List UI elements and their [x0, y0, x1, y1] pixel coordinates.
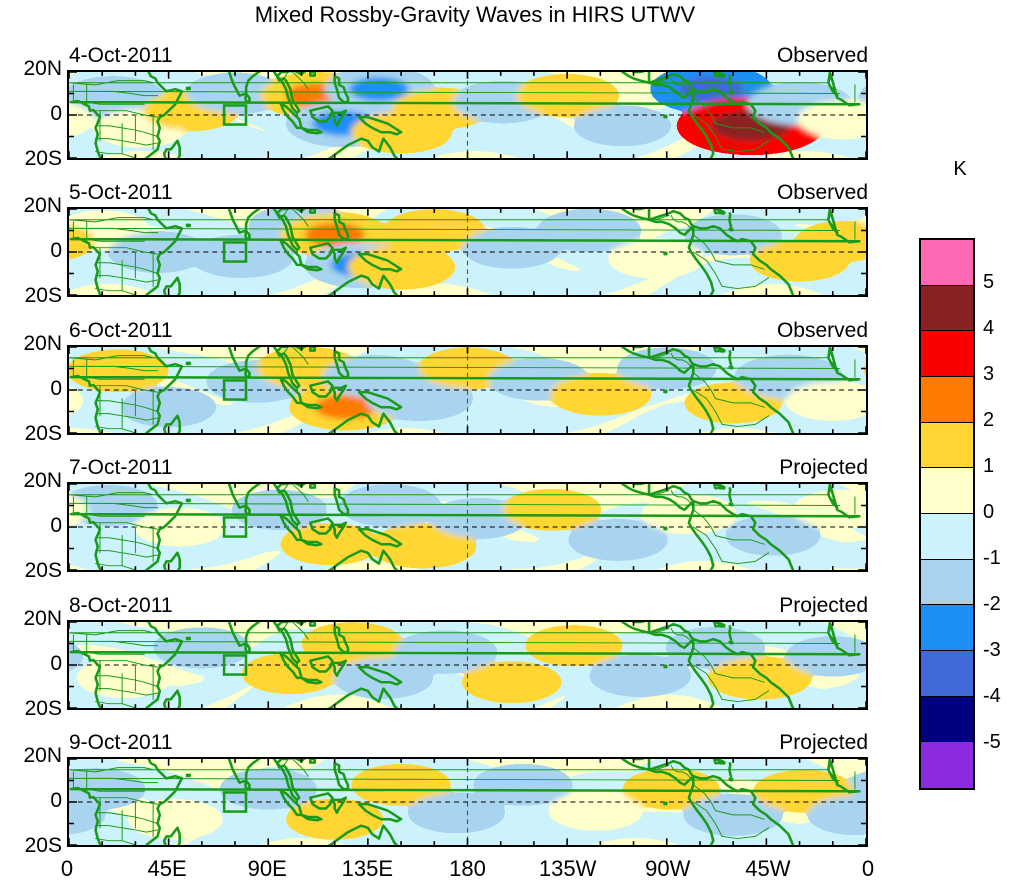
x-axis-label: 45W	[745, 856, 791, 881]
colorbar-band	[921, 240, 973, 286]
colorbar-band	[921, 742, 973, 788]
y-axis-label: 20S	[24, 147, 62, 170]
colorbar-band	[921, 376, 973, 423]
colorbar-band	[921, 605, 973, 651]
x-axis-label: 0	[861, 856, 875, 881]
colorbar-tick-label: -2	[983, 593, 1001, 615]
x-axis-label: 180	[449, 856, 486, 881]
panel-status-label: Projected	[779, 456, 868, 480]
map-panel[interactable]	[67, 482, 868, 573]
colorbar-band	[921, 422, 973, 469]
panel-date-label: 7-Oct-2011	[69, 456, 173, 480]
y-axis-label: 20S	[24, 559, 62, 583]
map-panel[interactable]	[67, 757, 868, 847]
panel-status-label: Observed	[776, 318, 868, 342]
x-axis-label: 90E	[247, 856, 287, 881]
colorbar-tick-label: 3	[983, 363, 995, 385]
map-panel[interactable]	[67, 344, 868, 435]
y-axis-label: 0	[50, 376, 62, 400]
colorbar[interactable]	[919, 238, 975, 790]
colorbar-tick-label: -4	[983, 685, 1001, 707]
colorbar-band	[921, 468, 973, 514]
y-axis-label: 20S	[24, 421, 62, 445]
panel-date-label: 6-Oct-2011	[69, 318, 173, 342]
colorbar-tick-label: 4	[983, 317, 995, 339]
colorbar-band	[921, 650, 973, 697]
y-axis-label: 20N	[23, 57, 62, 80]
y-axis-label: 0	[50, 102, 62, 125]
y-axis-label: 0	[50, 789, 62, 812]
map-panel[interactable]	[67, 619, 868, 710]
colorbar-tick-label: -1	[983, 547, 1001, 569]
colorbar-band	[921, 331, 973, 377]
y-axis-label: 20S	[24, 696, 62, 720]
x-axis-label: 45E	[147, 856, 187, 881]
panel-status-label: Observed	[776, 44, 868, 67]
colorbar-band	[921, 696, 973, 743]
y-axis-label: 0	[50, 651, 62, 675]
y-axis-label: 20S	[24, 834, 62, 857]
panel-status-label: Projected	[779, 731, 868, 754]
map-panel[interactable]	[67, 70, 868, 160]
y-axis-label: 20N	[23, 606, 62, 630]
y-axis-label: 20N	[23, 744, 62, 767]
x-axis-label: 0	[60, 856, 74, 881]
panel-date-label: 5-Oct-2011	[69, 181, 173, 205]
y-axis-label: 0	[50, 239, 62, 263]
y-axis-label: 0	[50, 514, 62, 538]
colorbar-band	[921, 513, 973, 560]
panel-date-label: 4-Oct-2011	[69, 44, 173, 67]
map-panel[interactable]	[67, 207, 868, 298]
panel-date-label: 8-Oct-2011	[69, 593, 173, 617]
x-axis-label: 135W	[538, 856, 597, 881]
y-axis-label: 20N	[23, 194, 62, 218]
colorbar-tick-label: 2	[983, 409, 995, 431]
colorbar-tick-label: 1	[983, 455, 995, 477]
colorbar-band	[921, 285, 973, 332]
y-axis-label: 20N	[23, 331, 62, 355]
colorbar-tick-label: 0	[983, 501, 995, 523]
y-axis-label: 20N	[23, 469, 62, 493]
panel-status-label: Projected	[779, 593, 868, 617]
y-axis-label: 20S	[24, 284, 62, 308]
page-title: Mixed Rossby-Gravity Waves in HIRS UTWV	[254, 2, 696, 27]
colorbar-tick-label: -5	[983, 731, 1001, 753]
panel-date-label: 9-Oct-2011	[69, 731, 173, 754]
panel-status-label: Observed	[776, 181, 868, 205]
x-axis-label: 90W	[645, 856, 691, 881]
colorbar-tick-label: 5	[983, 271, 995, 293]
colorbar-units-label: K	[953, 158, 967, 180]
x-axis-label: 135E	[341, 856, 394, 881]
colorbar-band	[921, 559, 973, 606]
colorbar-tick-label: -3	[983, 639, 1001, 661]
